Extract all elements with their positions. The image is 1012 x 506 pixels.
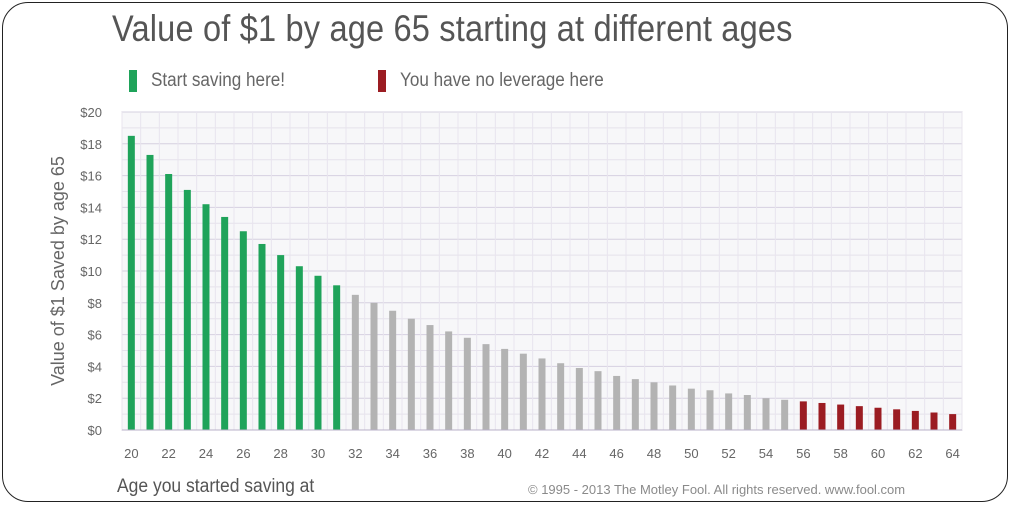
bar-age-62 [911, 410, 919, 430]
bar-age-33 [370, 302, 378, 430]
x-tick-label: 46 [609, 446, 623, 461]
bar-age-47 [631, 379, 639, 430]
y-tick-label: $20 [80, 105, 102, 120]
bar-age-40 [501, 348, 509, 430]
bar-age-63 [930, 412, 938, 430]
bar-age-45 [594, 371, 602, 430]
bar-age-36 [426, 325, 434, 430]
chart-title: Value of $1 by age 65 starting at differ… [112, 8, 793, 49]
bar-age-49 [669, 385, 677, 430]
x-tick-label: 64 [945, 446, 959, 461]
y-tick-label: $10 [80, 264, 102, 279]
bar-age-54 [762, 398, 770, 430]
x-tick-label: 30 [311, 446, 325, 461]
y-tick-label: $0 [88, 423, 102, 438]
bar-age-60 [874, 407, 882, 430]
axis-layer: $0 $2 $4 $6 $8 $10 $12 $14 $16 $18 $20 Value of $1 … [48, 105, 962, 461]
bar-age-30 [314, 275, 322, 430]
copyright-text: © 1995 - 2013 The Motley Fool. All right… [528, 482, 906, 497]
legend-label-no-leverage: You have no leverage here [400, 70, 604, 91]
y-axis-label: Value of $1 Saved by age 65 [48, 156, 68, 386]
x-tick-label: 20 [124, 446, 138, 461]
y-tick-label: $4 [88, 359, 102, 374]
y-tick-label: $6 [88, 328, 102, 343]
bar-age-44 [575, 367, 583, 430]
bar-age-59 [855, 406, 863, 430]
x-tick-label: 52 [721, 446, 735, 461]
bar-age-26 [239, 231, 247, 430]
bar-age-28 [277, 255, 285, 430]
bar-age-27 [258, 243, 266, 430]
bar-age-22 [165, 174, 173, 430]
y-tick-label: $14 [80, 200, 102, 215]
bar-age-53 [743, 395, 751, 430]
x-tick-label: 44 [572, 446, 586, 461]
bars-layer [127, 135, 957, 430]
x-tick-label: 34 [385, 446, 399, 461]
bar-age-34 [389, 310, 397, 430]
legend-swatch-red [378, 70, 386, 92]
x-tick-label: 58 [833, 446, 847, 461]
bar-age-37 [445, 331, 453, 430]
x-tick-label: 62 [908, 446, 922, 461]
x-tick-label: 26 [236, 446, 250, 461]
bar-age-25 [221, 216, 229, 430]
bar-age-32 [351, 294, 359, 430]
x-tick-label: 50 [684, 446, 698, 461]
legend-swatch-green [129, 70, 137, 92]
bar-age-21 [146, 154, 154, 430]
legend-label-start-saving: Start saving here! [151, 70, 286, 91]
bar-age-52 [725, 393, 733, 430]
bar-age-29 [295, 266, 303, 430]
bar-age-42 [538, 358, 546, 430]
x-axis-label: Age you started saving at [117, 476, 315, 497]
bar-age-46 [613, 375, 621, 430]
y-tick-label: $16 [80, 169, 102, 184]
bar-age-50 [687, 388, 695, 430]
bar-age-41 [519, 353, 527, 430]
bar-age-51 [706, 390, 714, 430]
bar-age-64 [949, 414, 957, 430]
bar-age-43 [557, 363, 565, 430]
bar-age-56 [799, 401, 807, 430]
bar-age-58 [837, 404, 845, 430]
x-tick-label: 48 [647, 446, 661, 461]
bar-age-35 [407, 318, 415, 430]
x-tick-label: 60 [871, 446, 885, 461]
x-tick-label: 38 [460, 446, 474, 461]
x-tick-label: 32 [348, 446, 362, 461]
bar-age-23 [183, 189, 191, 430]
y-tick-label: $18 [80, 137, 102, 152]
x-tick-label: 24 [199, 446, 213, 461]
bar-age-48 [650, 382, 658, 430]
bar-age-57 [818, 402, 826, 430]
bar-age-39 [482, 344, 490, 430]
y-tick-label: $8 [88, 296, 102, 311]
x-tick-label: 28 [273, 446, 287, 461]
x-tick-label: 54 [759, 446, 773, 461]
bar-age-61 [893, 409, 901, 430]
bar-age-24 [202, 204, 210, 430]
x-tick-label: 42 [535, 446, 549, 461]
x-tick-label: 56 [796, 446, 810, 461]
x-tick-label: 40 [497, 446, 511, 461]
bar-age-38 [463, 337, 471, 430]
y-tick-label: $2 [88, 391, 102, 406]
y-tick-label: $12 [80, 232, 102, 247]
bar-age-31 [333, 285, 341, 430]
bar-age-20 [127, 135, 135, 430]
x-tick-label: 22 [161, 446, 175, 461]
x-tick-label: 36 [423, 446, 437, 461]
bar-age-55 [781, 399, 789, 430]
